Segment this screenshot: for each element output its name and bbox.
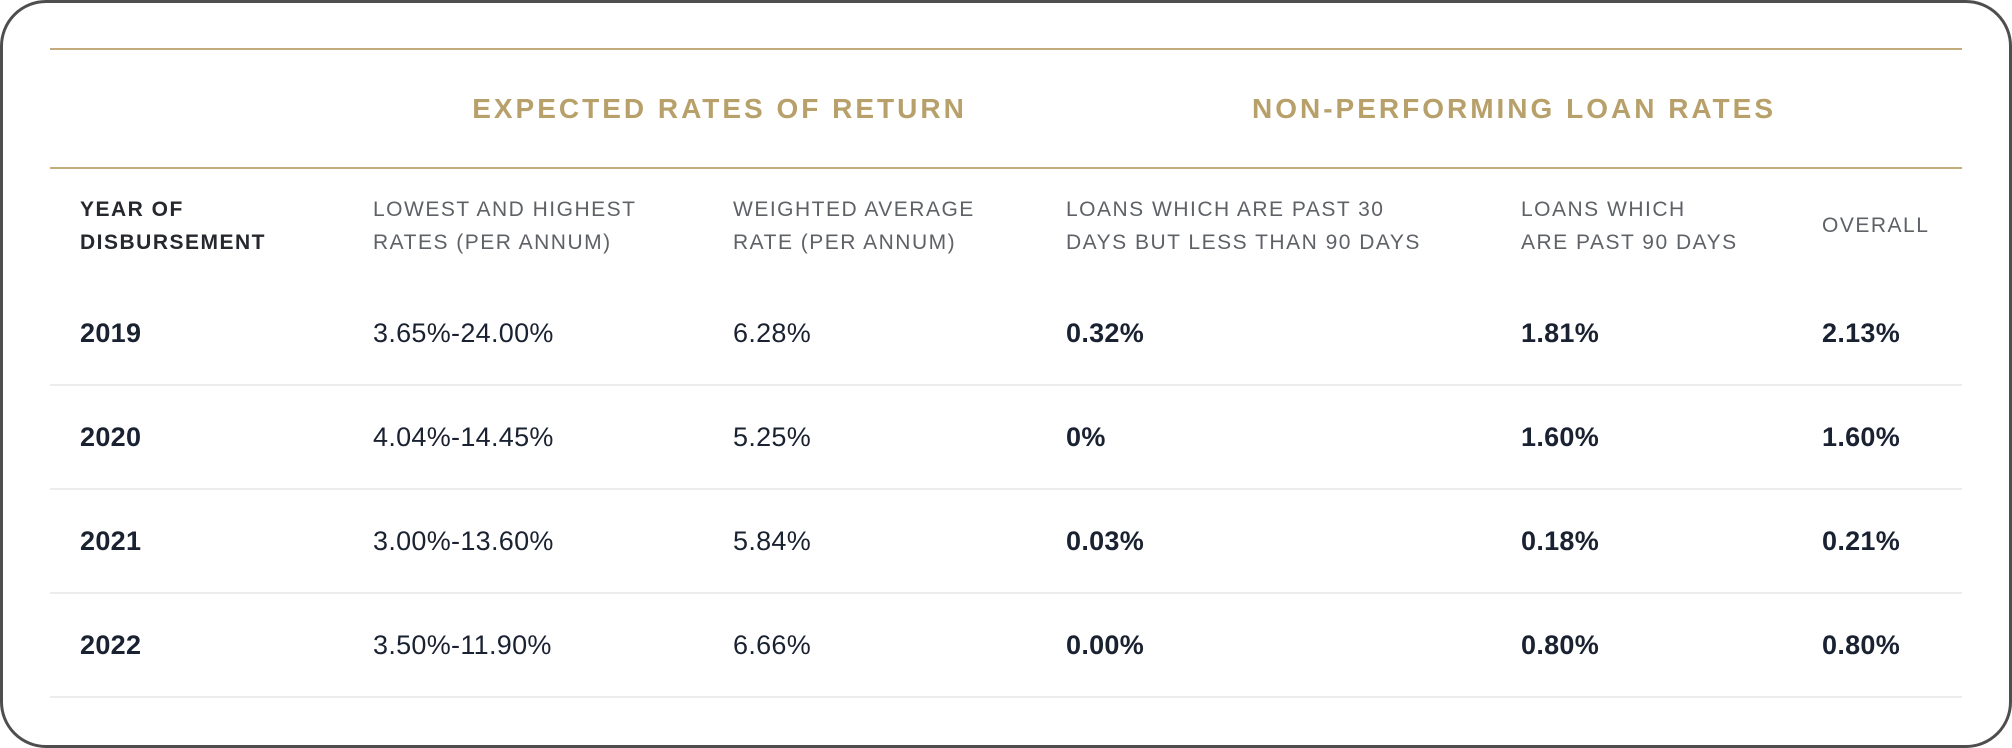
table-row-2019: 2019 3.65%-24.00% 6.28% 0.32% 1.81% 2.13… — [50, 282, 1962, 386]
lowest-highest-rates-cell: 3.00%-13.60% — [373, 525, 554, 556]
column-header-lowest-highest-rates: LOWEST AND HIGHEST RATES (PER ANNUM) — [373, 197, 637, 254]
past-90-cell: 0.18% — [1521, 525, 1600, 556]
column-header-past-90: LOANS WHICH ARE PAST 90 DAYS — [1521, 197, 1738, 254]
overall-cell: 0.80% — [1822, 629, 1901, 660]
past-30-less-90-cell: 0.32% — [1066, 317, 1145, 348]
past-90-cell: 1.60% — [1521, 421, 1600, 452]
table-row-2021: 2021 3.00%-13.60% 5.84% 0.03% 0.18% 0.21… — [50, 490, 1962, 594]
year-cell: 2019 — [80, 317, 142, 348]
group-header-expected-rates: EXPECTED RATES OF RETURN — [472, 92, 967, 124]
gold-rule-top — [50, 48, 1962, 50]
column-header-row: YEAR OF DISBURSEMENT LOWEST AND HIGHEST … — [50, 169, 1962, 282]
weighted-average-rate-cell: 5.25% — [733, 421, 812, 452]
past-30-less-90-cell: 0.03% — [1066, 525, 1145, 556]
year-cell: 2022 — [80, 629, 142, 660]
past-30-less-90-cell: 0% — [1066, 421, 1106, 452]
gold-rule-middle — [50, 167, 1962, 169]
group-header-row: EXPECTED RATES OF RETURN NON-PERFORMING … — [50, 50, 1962, 167]
overall-cell: 2.13% — [1822, 317, 1901, 348]
lowest-highest-rates-cell: 3.50%-11.90% — [373, 629, 552, 660]
weighted-average-rate-cell: 6.28% — [733, 317, 812, 348]
year-cell: 2021 — [80, 525, 142, 556]
group-header-non-performing-loans: NON-PERFORMING LOAN RATES — [1251, 92, 1777, 124]
overall-cell: 0.21% — [1822, 525, 1901, 556]
lowest-highest-rates-cell: 3.65%-24.00% — [373, 317, 554, 348]
past-30-less-90-cell: 0.00% — [1066, 629, 1145, 660]
column-header-year-of-disbursement: YEAR OF DISBURSEMENT — [80, 197, 267, 254]
year-cell: 2020 — [80, 421, 142, 452]
weighted-average-rate-cell: 6.66% — [733, 629, 812, 660]
table-row-2020: 2020 4.04%-14.45% 5.25% 0% 1.60% 1.60% — [50, 386, 1962, 490]
table-row-2022: 2022 3.50%-11.90% 6.66% 0.00% 0.80% 0.80… — [50, 594, 1962, 698]
past-90-cell: 1.81% — [1521, 317, 1600, 348]
column-header-past-30-less-90: LOANS WHICH ARE PAST 30 DAYS BUT LESS TH… — [1066, 197, 1421, 254]
weighted-average-rate-cell: 5.84% — [733, 525, 812, 556]
table-content: EXPECTED RATES OF RETURN NON-PERFORMING … — [3, 48, 2009, 698]
column-header-overall: OVERALL — [1822, 214, 1930, 237]
past-90-cell: 0.80% — [1521, 629, 1600, 660]
lowest-highest-rates-cell: 4.04%-14.45% — [373, 421, 554, 452]
column-header-weighted-average-rate: WEIGHTED AVERAGE RATE (PER ANNUM) — [733, 197, 975, 254]
overall-cell: 1.60% — [1822, 421, 1901, 452]
